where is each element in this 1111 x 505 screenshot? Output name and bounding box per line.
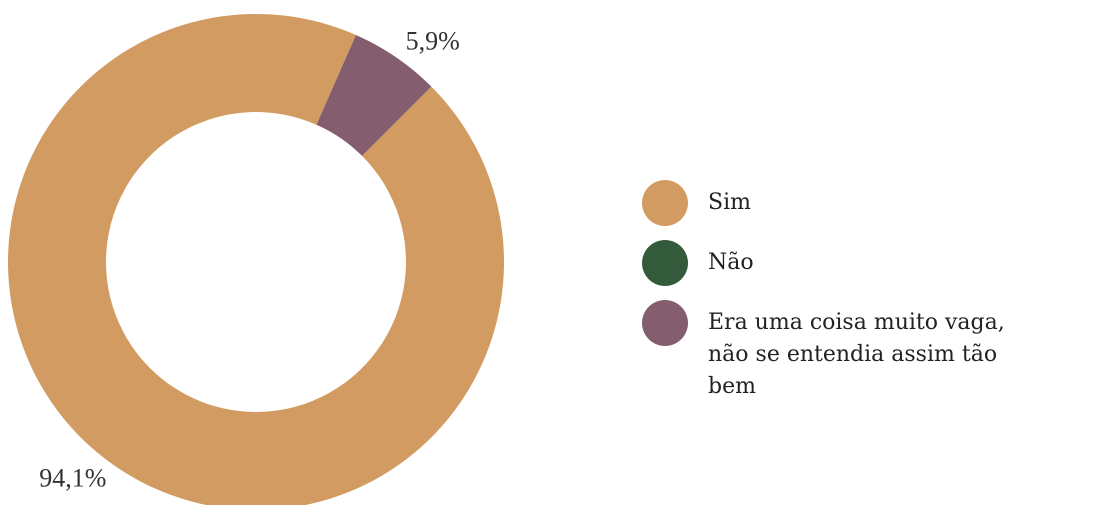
- legend-swatch: [642, 300, 688, 346]
- legend-item: Era uma coisa muito vaga, não se entendi…: [642, 300, 1102, 403]
- chart: 94,1% 5,9%: [8, 14, 504, 505]
- legend-item: Sim: [642, 180, 1102, 226]
- donut-slice: [316, 35, 432, 156]
- value-label: 94,1%: [39, 464, 106, 493]
- legend-label: Era uma coisa muito vaga, não se entendi…: [708, 310, 1005, 399]
- value-label: 5,9%: [406, 26, 460, 55]
- legend-label: Não: [708, 250, 754, 275]
- legend: Sim Não Era uma coisa muito vaga, não se e…: [642, 180, 1102, 417]
- donut-slice: [8, 14, 504, 505]
- legend-swatch: [642, 240, 688, 286]
- legend-swatch: [642, 180, 688, 226]
- legend-label: Sim: [708, 190, 751, 215]
- legend-item: Não: [642, 240, 1102, 286]
